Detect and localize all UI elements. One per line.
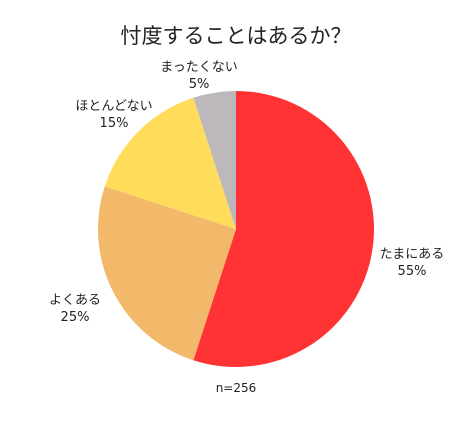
pie-slices	[97, 91, 374, 367]
slice-value-label-3: 15%	[100, 116, 129, 131]
slice-label-3: ほとんどない	[75, 99, 152, 114]
slice-value-label-4: 5%	[189, 77, 210, 92]
pie-labels: たまにある 55% よくある 25% ほとんどない 15% まったくない 5%	[49, 60, 444, 325]
pie-slice-4	[193, 91, 236, 229]
slice-label-2: よくある	[49, 293, 101, 308]
sample-size-note: n=256	[216, 381, 257, 395]
slice-value-label-1: 55%	[398, 264, 427, 279]
chart-title: 忖度することはあるか？	[121, 24, 352, 48]
pie-slice-3	[104, 97, 236, 229]
pie-slice-2	[97, 186, 236, 361]
slice-value-label-2: 25%	[61, 310, 90, 325]
pie-slice-1	[193, 91, 374, 367]
slice-label-1: たまにある	[380, 247, 445, 262]
slice-label-4: まったくない	[160, 60, 237, 75]
